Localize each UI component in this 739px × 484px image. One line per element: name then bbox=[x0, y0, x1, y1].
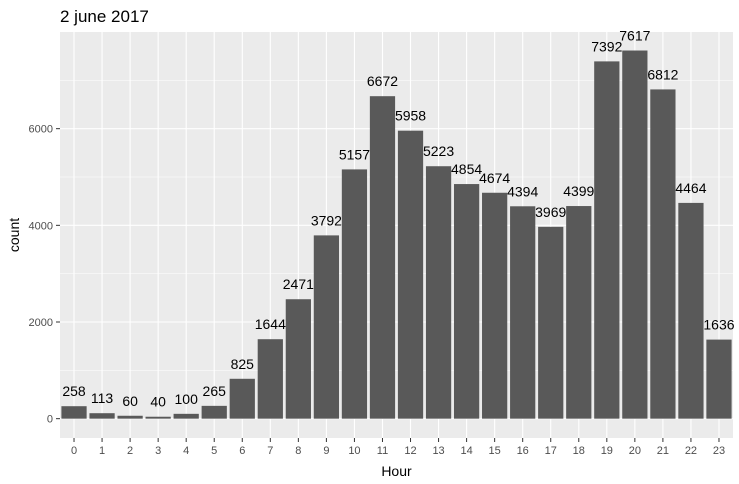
data-label-hour-1: 113 bbox=[91, 390, 114, 406]
bar-hour-16 bbox=[510, 206, 536, 419]
bar-hour-15 bbox=[482, 192, 508, 419]
data-label-hour-3: 40 bbox=[150, 394, 166, 410]
x-tick-label: 2 bbox=[127, 445, 133, 457]
bar-hour-8 bbox=[285, 299, 311, 419]
x-tick-label: 15 bbox=[489, 445, 501, 457]
bar-hour-18 bbox=[566, 206, 592, 419]
bar-hour-20 bbox=[622, 50, 648, 419]
data-label-hour-23: 1636 bbox=[703, 317, 734, 333]
data-label-hour-7: 1644 bbox=[255, 316, 286, 332]
data-label-hour-17: 3969 bbox=[535, 204, 566, 220]
bar-hour-13 bbox=[425, 166, 452, 419]
x-tick-label: 21 bbox=[657, 445, 669, 457]
data-label-hour-18: 4399 bbox=[563, 183, 594, 199]
data-label-hour-13: 5223 bbox=[423, 143, 454, 159]
data-label-hour-22: 4464 bbox=[675, 180, 706, 196]
bar-hour-0 bbox=[61, 406, 87, 419]
bar-hour-2 bbox=[117, 415, 143, 419]
data-label-hour-5: 265 bbox=[203, 383, 227, 399]
bar-hour-22 bbox=[678, 202, 704, 419]
x-tick-label: 0 bbox=[71, 445, 77, 457]
x-axis: 0 1 2 3 4 5 6 7 8 9 10 11 12 13 14 15 16 17 18 19 20 21 22 23 bbox=[71, 438, 725, 457]
x-tick-label: 9 bbox=[323, 445, 329, 457]
bar-hour-5 bbox=[201, 405, 227, 419]
x-tick-label: 13 bbox=[432, 445, 444, 457]
data-label-hour-0: 258 bbox=[62, 383, 86, 399]
x-tick-label: 5 bbox=[211, 445, 217, 457]
bar-hour-11 bbox=[369, 96, 396, 419]
x-tick-label: 17 bbox=[545, 445, 557, 457]
x-tick-label: 10 bbox=[348, 445, 360, 457]
x-tick-label: 16 bbox=[517, 445, 529, 457]
bar-hour-6 bbox=[229, 378, 255, 419]
bar-hour-1 bbox=[89, 413, 115, 419]
data-label-hour-11: 6672 bbox=[367, 73, 398, 89]
y-tick-label: 2000 bbox=[29, 317, 53, 329]
x-tick-label: 4 bbox=[183, 445, 189, 457]
y-axis-title: count bbox=[6, 218, 22, 252]
x-tick-label: 22 bbox=[685, 445, 697, 457]
data-label-hour-15: 4674 bbox=[479, 170, 510, 186]
x-tick-label: 20 bbox=[629, 445, 641, 457]
data-label-hour-2: 60 bbox=[122, 393, 138, 409]
bar-hour-3 bbox=[145, 416, 171, 419]
data-label-hour-20: 7617 bbox=[619, 28, 650, 44]
x-tick-label: 14 bbox=[460, 445, 472, 457]
x-tick-label: 18 bbox=[573, 445, 585, 457]
x-tick-label: 19 bbox=[601, 445, 613, 457]
data-label-hour-6: 825 bbox=[231, 356, 255, 372]
data-label-hour-16: 4394 bbox=[507, 183, 538, 199]
chart-title: 2 june 2017 bbox=[60, 7, 149, 26]
y-tick-label: 0 bbox=[47, 414, 53, 426]
x-tick-label: 1 bbox=[99, 445, 105, 457]
data-label-hour-14: 4854 bbox=[451, 161, 482, 177]
x-tick-label: 23 bbox=[713, 445, 725, 457]
bars bbox=[61, 50, 732, 419]
x-tick-label: 6 bbox=[239, 445, 245, 457]
bar-hour-10 bbox=[341, 169, 368, 419]
bar-hour-19 bbox=[594, 61, 620, 419]
y-axis: 0 2000 4000 6000 bbox=[29, 124, 60, 426]
data-label-hour-9: 3792 bbox=[311, 212, 342, 228]
y-tick-label: 4000 bbox=[29, 220, 53, 232]
bar-hour-7 bbox=[257, 339, 283, 419]
x-tick-label: 7 bbox=[267, 445, 273, 457]
bar-hour-23 bbox=[706, 339, 732, 419]
data-label-hour-4: 100 bbox=[175, 391, 199, 407]
x-tick-label: 11 bbox=[377, 445, 388, 457]
x-axis-title: Hour bbox=[381, 463, 412, 479]
data-label-hour-10: 5157 bbox=[339, 146, 370, 162]
bar-hour-17 bbox=[538, 226, 564, 419]
x-tick-label: 3 bbox=[155, 445, 161, 457]
bar-hour-21 bbox=[650, 89, 676, 419]
data-label-hour-12: 5958 bbox=[395, 108, 426, 124]
bar-hour-9 bbox=[313, 235, 340, 419]
data-label-hour-19: 7392 bbox=[591, 38, 622, 54]
bar-hour-4 bbox=[173, 413, 199, 419]
x-tick-label: 8 bbox=[295, 445, 301, 457]
bar-hour-14 bbox=[453, 184, 480, 419]
x-tick-label: 12 bbox=[404, 445, 416, 457]
bar-hour-12 bbox=[397, 130, 424, 419]
data-label-hour-8: 2471 bbox=[283, 276, 314, 292]
data-label-hour-21: 6812 bbox=[647, 66, 678, 82]
y-tick-label: 6000 bbox=[29, 124, 53, 136]
